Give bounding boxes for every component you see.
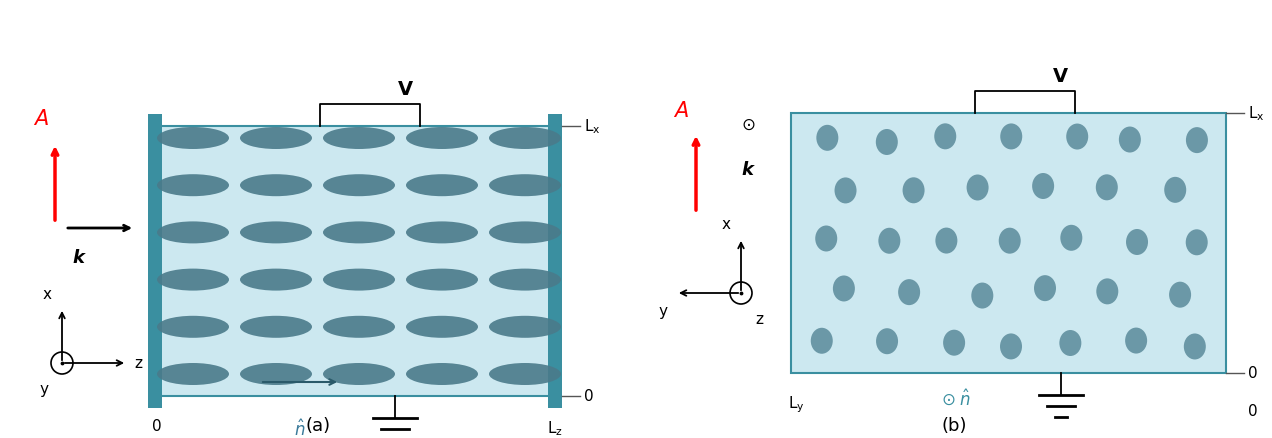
Text: $\odot$: $\odot$: [740, 116, 756, 134]
Ellipse shape: [488, 222, 561, 244]
Ellipse shape: [240, 269, 312, 291]
Bar: [148, 115, 162, 408]
Text: L$_\mathregular{x}$: L$_\mathregular{x}$: [1248, 104, 1264, 123]
Text: $\odot\;\hat{n}$: $\odot\;\hat{n}$: [941, 388, 971, 408]
Ellipse shape: [999, 228, 1020, 254]
Ellipse shape: [1095, 175, 1118, 201]
Text: (a): (a): [305, 416, 331, 434]
Ellipse shape: [879, 228, 901, 254]
Ellipse shape: [240, 128, 312, 150]
Ellipse shape: [967, 175, 988, 201]
Text: L$_\mathregular{z}$: L$_\mathregular{z}$: [547, 418, 563, 437]
Ellipse shape: [1184, 334, 1206, 360]
Ellipse shape: [934, 124, 957, 150]
Ellipse shape: [323, 222, 396, 244]
Text: L$_\mathregular{y}$: L$_\mathregular{y}$: [787, 393, 804, 413]
Text: $\boldsymbol{k}$: $\boldsymbol{k}$: [73, 248, 86, 266]
Text: (b): (b): [941, 416, 967, 434]
Ellipse shape: [406, 316, 478, 338]
Ellipse shape: [1034, 276, 1056, 301]
Ellipse shape: [1169, 282, 1191, 308]
Ellipse shape: [903, 178, 925, 204]
Ellipse shape: [1000, 334, 1021, 360]
Bar: [791, 114, 1226, 373]
Ellipse shape: [1066, 124, 1089, 150]
Ellipse shape: [488, 316, 561, 338]
Ellipse shape: [876, 130, 898, 155]
Ellipse shape: [1061, 225, 1082, 251]
Ellipse shape: [323, 316, 396, 338]
Ellipse shape: [240, 316, 312, 338]
Text: V: V: [1053, 67, 1067, 86]
Ellipse shape: [1032, 173, 1054, 200]
Ellipse shape: [1119, 127, 1141, 153]
Text: 0: 0: [1248, 366, 1258, 381]
Text: x: x: [43, 286, 52, 301]
Ellipse shape: [1186, 128, 1208, 154]
Text: y: y: [39, 381, 48, 396]
Ellipse shape: [156, 128, 229, 150]
Ellipse shape: [240, 175, 312, 197]
Ellipse shape: [488, 175, 561, 197]
Ellipse shape: [833, 276, 855, 302]
Ellipse shape: [876, 328, 898, 354]
Ellipse shape: [156, 363, 229, 385]
Ellipse shape: [323, 128, 396, 150]
Text: L$_\mathregular{x}$: L$_\mathregular{x}$: [584, 117, 600, 136]
Text: z: z: [756, 311, 763, 326]
Ellipse shape: [156, 269, 229, 291]
Bar: [155, 127, 555, 396]
Ellipse shape: [323, 175, 396, 197]
Ellipse shape: [406, 363, 478, 385]
Ellipse shape: [488, 269, 561, 291]
Text: $\hat{n}$: $\hat{n}$: [294, 418, 305, 438]
Text: $\mathit{A}$: $\mathit{A}$: [33, 109, 48, 129]
Ellipse shape: [935, 228, 958, 254]
Ellipse shape: [972, 283, 993, 309]
Ellipse shape: [488, 363, 561, 385]
Ellipse shape: [240, 363, 312, 385]
Text: $\mathit{A}$: $\mathit{A}$: [673, 101, 689, 121]
Ellipse shape: [1186, 230, 1207, 256]
Text: 0: 0: [1248, 403, 1258, 418]
Text: V: V: [397, 80, 412, 99]
Text: x: x: [722, 216, 731, 231]
Ellipse shape: [323, 269, 396, 291]
Bar: [548, 115, 562, 408]
Ellipse shape: [1164, 177, 1187, 203]
Text: y: y: [659, 303, 668, 318]
Ellipse shape: [406, 222, 478, 244]
Ellipse shape: [488, 128, 561, 150]
Ellipse shape: [1000, 124, 1023, 150]
Ellipse shape: [1126, 230, 1149, 255]
Ellipse shape: [834, 178, 856, 204]
Ellipse shape: [323, 363, 396, 385]
Ellipse shape: [406, 269, 478, 291]
Ellipse shape: [810, 328, 833, 354]
Ellipse shape: [156, 316, 229, 338]
Ellipse shape: [406, 175, 478, 197]
Ellipse shape: [406, 128, 478, 150]
Ellipse shape: [1060, 330, 1081, 356]
Ellipse shape: [898, 279, 920, 305]
Text: $\boldsymbol{k}$: $\boldsymbol{k}$: [740, 161, 756, 179]
Text: 0: 0: [153, 418, 162, 433]
Text: 0: 0: [584, 389, 594, 403]
Ellipse shape: [240, 222, 312, 244]
Ellipse shape: [156, 175, 229, 197]
Ellipse shape: [943, 330, 965, 356]
Text: z: z: [134, 356, 142, 371]
Ellipse shape: [1096, 279, 1118, 305]
Ellipse shape: [156, 222, 229, 244]
Ellipse shape: [1126, 328, 1147, 354]
Ellipse shape: [817, 126, 838, 152]
Ellipse shape: [815, 226, 837, 252]
